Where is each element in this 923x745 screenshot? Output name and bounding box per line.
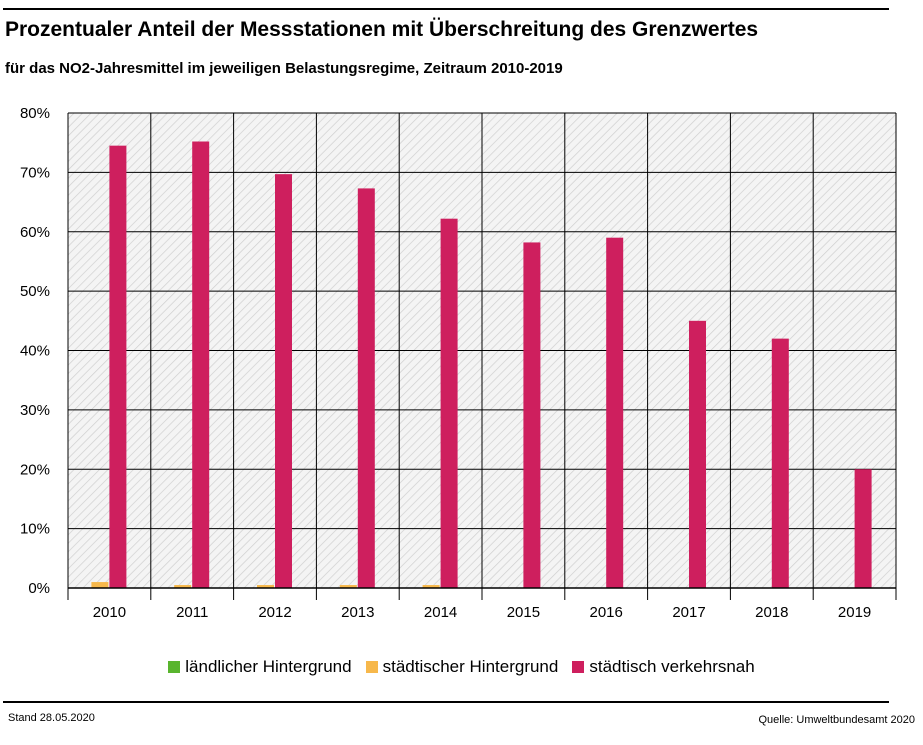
legend: ländlicher Hintergrund städtischer Hinte… <box>0 657 923 677</box>
y-tick-label: 70% <box>20 164 50 181</box>
legend-swatch-verkehrsnah <box>572 661 585 673</box>
bar-2-2016 <box>606 237 624 588</box>
legend-item-verkehrsnah: städtisch verkehrsnah <box>572 657 755 677</box>
legend-item-staedtisch-hintergrund: städtischer Hintergrund <box>365 657 559 677</box>
x-tick-label-2013: 2013 <box>341 604 374 621</box>
bar-1-2013 <box>339 585 357 588</box>
bar-1-2010 <box>91 582 109 588</box>
x-tick-label-2016: 2016 <box>590 604 623 621</box>
footer-date: Stand 28.05.2020 <box>8 712 95 724</box>
x-tick-label-2019: 2019 <box>838 604 871 621</box>
bar-chart: 0% 10% 20% 30% 40% 50% 60% 70% 80% 2010 2011 2012 20… <box>20 105 897 621</box>
y-tick-label: 60% <box>20 224 50 241</box>
footer-source: Quelle: Umweltbundesamt 2020 <box>758 714 915 726</box>
bar-2-2018 <box>771 338 789 588</box>
y-tick-label: 30% <box>20 402 50 419</box>
chart-title: Prozentualer Anteil der Messstationen mi… <box>5 18 759 41</box>
legend-label-staedtisch-hintergrund: städtischer Hintergrund <box>382 657 559 676</box>
top-rule <box>3 8 889 10</box>
x-tick-label-2015: 2015 <box>507 604 540 621</box>
bar-2-2012 <box>275 174 292 588</box>
bottom-rule <box>3 701 889 703</box>
y-tick-label: 10% <box>20 521 50 538</box>
x-tick-label-2014: 2014 <box>424 604 457 621</box>
x-tick-label-2012: 2012 <box>258 604 291 621</box>
bar-2-2017 <box>689 320 706 588</box>
chart-subtitle: für das NO2-Jahresmittel im jeweiligen B… <box>5 60 563 77</box>
legend-label-verkehrsnah: städtisch verkehrsnah <box>589 657 755 676</box>
y-tick-label: 40% <box>20 343 50 360</box>
x-tick-label-2011: 2011 <box>176 604 208 621</box>
legend-item-laendlich: ländlicher Hintergrund <box>168 657 352 677</box>
x-tick-label-2010: 2010 <box>93 604 126 621</box>
legend-swatch-staedtisch-hintergrund <box>365 661 378 673</box>
bar-1-2012 <box>257 585 274 588</box>
x-tick-label-2017: 2017 <box>672 604 705 621</box>
x-tick-label-2018: 2018 <box>755 604 788 621</box>
bar-2-2011 <box>192 141 210 588</box>
y-tick-label: 50% <box>20 283 50 300</box>
legend-label-laendlich: ländlicher Hintergrund <box>185 657 352 676</box>
legend-swatch-laendlich <box>168 661 181 673</box>
y-tick-label: 0% <box>28 580 50 597</box>
bar-2-2013 <box>357 188 375 588</box>
y-tick-label: 20% <box>20 461 50 478</box>
bar-1-2011 <box>174 585 192 588</box>
bar-2-2015 <box>523 242 541 588</box>
bar-2-2010 <box>109 145 127 588</box>
bar-2-2014 <box>440 218 458 588</box>
bar-2-2019 <box>854 469 872 588</box>
y-tick-label: 80% <box>20 105 50 122</box>
bar-1-2014 <box>422 585 440 588</box>
